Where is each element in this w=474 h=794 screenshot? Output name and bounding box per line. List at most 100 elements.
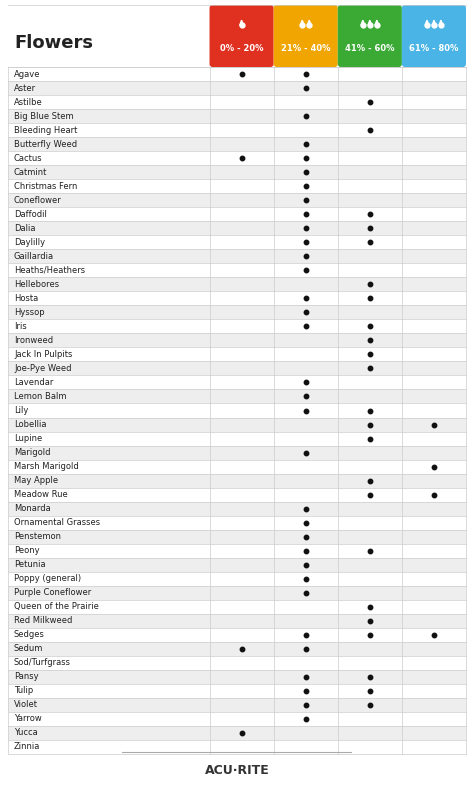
Text: Ornamental Grasses: Ornamental Grasses (14, 518, 100, 527)
Bar (8, 361, 466, 376)
Bar (8, 460, 466, 473)
Text: Violet: Violet (14, 700, 38, 709)
Text: Dalia: Dalia (14, 224, 36, 233)
Bar (8, 488, 466, 502)
Text: Butterfly Weed: Butterfly Weed (14, 140, 77, 148)
Text: Gaillardia: Gaillardia (14, 252, 54, 260)
Text: Catmint: Catmint (14, 168, 47, 176)
Polygon shape (240, 20, 243, 25)
Text: Lavendar: Lavendar (14, 378, 54, 387)
Bar (8, 390, 466, 403)
Bar (8, 698, 466, 712)
Text: Iris: Iris (14, 322, 27, 331)
Bar (8, 333, 466, 348)
Bar (8, 530, 466, 544)
Bar (8, 137, 466, 151)
Text: 0% - 20%: 0% - 20% (220, 44, 264, 53)
Text: Marigold: Marigold (14, 448, 51, 457)
Bar (8, 109, 466, 123)
Text: Daffodil: Daffodil (14, 210, 47, 218)
Text: 21% - 40%: 21% - 40% (281, 44, 330, 53)
Text: Purple Coneflower: Purple Coneflower (14, 588, 91, 597)
Bar (8, 235, 466, 249)
Bar (8, 291, 466, 306)
Text: Daylilly: Daylilly (14, 237, 45, 247)
Text: ACU·RITE: ACU·RITE (205, 764, 269, 777)
Bar (8, 376, 466, 390)
Bar (8, 193, 466, 207)
Text: Sod/Turfgrass: Sod/Turfgrass (14, 658, 71, 668)
Bar (8, 642, 466, 656)
Bar (8, 712, 466, 726)
Polygon shape (425, 20, 429, 25)
FancyBboxPatch shape (338, 5, 402, 67)
Text: Penstemon: Penstemon (14, 532, 61, 542)
Text: Astilbe: Astilbe (14, 98, 43, 106)
Text: Petunia: Petunia (14, 561, 46, 569)
Text: Aster: Aster (14, 83, 36, 93)
Bar (8, 123, 466, 137)
Bar (8, 473, 466, 488)
Bar (8, 515, 466, 530)
Text: Hyssop: Hyssop (14, 308, 45, 317)
Text: Cactus: Cactus (14, 153, 43, 163)
Text: Big Blue Stem: Big Blue Stem (14, 112, 73, 121)
Bar (8, 670, 466, 684)
Text: Queen of the Prairie: Queen of the Prairie (14, 603, 99, 611)
Text: Joe-Pye Weed: Joe-Pye Weed (14, 364, 72, 373)
Text: Sedum: Sedum (14, 645, 44, 653)
Text: 41% - 60%: 41% - 60% (345, 44, 394, 53)
Bar (8, 207, 466, 222)
Polygon shape (368, 20, 372, 25)
Text: Monarda: Monarda (14, 504, 51, 513)
Bar (8, 740, 466, 754)
Bar (8, 726, 466, 740)
Bar (8, 165, 466, 179)
Bar (8, 599, 466, 614)
Bar (8, 151, 466, 165)
Text: Ironweed: Ironweed (14, 336, 53, 345)
Bar (8, 95, 466, 109)
Bar (8, 557, 466, 572)
Bar (8, 403, 466, 418)
Text: Tulip: Tulip (14, 686, 33, 696)
Text: Agave: Agave (14, 70, 40, 79)
Bar (8, 684, 466, 698)
Text: Flowers: Flowers (14, 34, 93, 52)
Text: Coneflower: Coneflower (14, 195, 62, 205)
Text: Meadow Rue: Meadow Rue (14, 490, 68, 499)
Polygon shape (301, 20, 304, 25)
Bar (8, 264, 466, 277)
Polygon shape (308, 20, 311, 25)
Bar (8, 81, 466, 95)
Text: Poppy (general): Poppy (general) (14, 574, 81, 584)
Text: Heaths/Heathers: Heaths/Heathers (14, 266, 85, 275)
Text: Yucca: Yucca (14, 728, 38, 738)
Text: Hosta: Hosta (14, 294, 38, 303)
Bar (8, 431, 466, 445)
Bar (8, 628, 466, 642)
Bar (8, 319, 466, 333)
FancyBboxPatch shape (210, 5, 273, 67)
Bar (8, 179, 466, 193)
FancyBboxPatch shape (402, 5, 466, 67)
Text: Yarrow: Yarrow (14, 715, 42, 723)
Bar (8, 5, 466, 67)
Bar (8, 249, 466, 264)
Text: Red Milkweed: Red Milkweed (14, 616, 73, 626)
Bar (8, 306, 466, 319)
Bar (8, 348, 466, 361)
Text: Jack In Pulpits: Jack In Pulpits (14, 350, 73, 359)
Text: 61% - 80%: 61% - 80% (409, 44, 459, 53)
Bar (8, 572, 466, 586)
Text: Christmas Fern: Christmas Fern (14, 182, 77, 191)
Bar (8, 67, 466, 81)
Bar (8, 222, 466, 235)
Text: Marsh Marigold: Marsh Marigold (14, 462, 79, 471)
Bar (8, 502, 466, 515)
Text: May Apple: May Apple (14, 476, 58, 485)
Bar (8, 445, 466, 460)
Text: Pansy: Pansy (14, 673, 38, 681)
Text: Zinnia: Zinnia (14, 742, 40, 751)
Text: Lupine: Lupine (14, 434, 42, 443)
